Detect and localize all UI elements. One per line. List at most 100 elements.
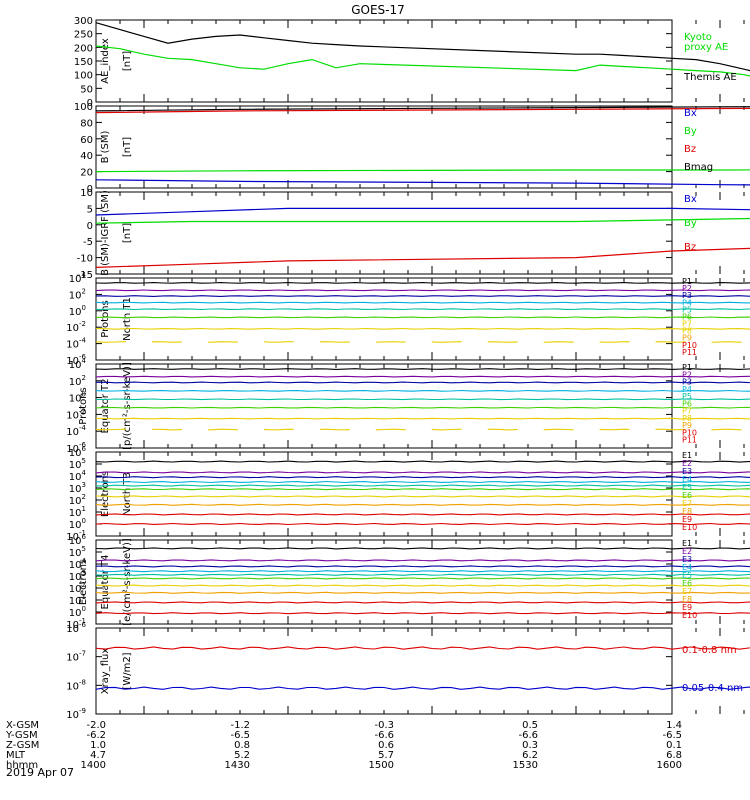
series-label: E7 xyxy=(682,499,692,508)
y-tick-label: 102 xyxy=(69,287,86,301)
plot-title: GOES-17 xyxy=(351,3,405,17)
y-axis-label: Protons Equator T2 [p/(cm²-s-sr-keV)] xyxy=(78,362,133,450)
ephemeris-value: 0.6 xyxy=(378,740,394,751)
y-tick-label: 10-4 xyxy=(66,424,86,438)
series-line-e9 xyxy=(95,513,750,516)
series-line-e5 xyxy=(96,484,750,487)
y-tick-label: 10-2 xyxy=(66,320,86,334)
legend-entry: Bx xyxy=(684,108,697,119)
ephemeris-value: -1.2 xyxy=(230,720,250,731)
legend-entry: By xyxy=(684,218,697,229)
series-line-e7 xyxy=(95,584,750,587)
series-label: P10 xyxy=(682,428,697,437)
series-line-p6 xyxy=(95,406,750,409)
series-label: P11 xyxy=(682,436,697,445)
series-label: E3 xyxy=(682,555,692,564)
series-line-p8 xyxy=(95,341,750,343)
panel-0: 0 50 100 150 200 250 300 AE_index [nT] Kyotoproxy… xyxy=(74,16,750,109)
series-line-bmag xyxy=(95,106,750,112)
series-label: 0.1-0.8 nm xyxy=(682,645,737,656)
y-tick-label: 10-6 xyxy=(66,621,86,635)
series-label: P5 xyxy=(682,392,692,401)
y-tick-label: 10-4 xyxy=(66,337,86,351)
y-axis-label: Protons North T1 xyxy=(100,297,133,341)
series-label: P5 xyxy=(682,305,692,314)
ephemeris-value: 0.5 xyxy=(522,720,538,731)
series-label: E7 xyxy=(682,587,692,596)
ephemeris-value: -0.3 xyxy=(374,720,394,731)
ephemeris-value: -6.5 xyxy=(230,730,250,741)
y-tick-label: -5 xyxy=(83,237,93,248)
y-tick-label: 10 xyxy=(80,188,93,199)
series-line-e1 xyxy=(95,460,750,463)
y-tick-label: 80 xyxy=(80,118,93,129)
series-line-e6 xyxy=(95,488,750,491)
series-line-e10 xyxy=(95,522,750,526)
series-label: P4 xyxy=(682,298,692,307)
series-label: P11 xyxy=(682,348,697,357)
panel-frame xyxy=(95,539,673,625)
ephemeris-value: 5.7 xyxy=(378,750,394,761)
y-tick-label: 102 xyxy=(69,374,86,388)
series-label: E3 xyxy=(682,467,692,476)
y-tick-label: 10-7 xyxy=(66,650,86,664)
y-tick-label: -15 xyxy=(77,270,93,281)
ephemeris-value: -6.6 xyxy=(518,730,538,741)
series-line-p5 xyxy=(96,398,750,401)
y-tick-label: 0 xyxy=(87,184,93,195)
ephemeris-value: 1530 xyxy=(513,760,538,771)
series-label: P8 xyxy=(682,327,692,336)
series-line-0-05-0-4-nm xyxy=(95,686,750,690)
series-label: E1 xyxy=(682,539,692,548)
panel-frame xyxy=(95,627,673,715)
series-line-e3 xyxy=(95,476,750,479)
series-line-bz xyxy=(95,247,750,268)
series-label: P1 xyxy=(682,363,692,372)
y-tick-label: 100 xyxy=(74,71,93,82)
series-label: P9 xyxy=(682,421,692,430)
series-label: E1 xyxy=(682,451,692,460)
panel-7: 10-9 10-8 10-7 10-6 Xray_flux [W/m2] 0.1-0.8 n… xyxy=(66,621,750,721)
ephemeris-value: 4.7 xyxy=(90,750,106,761)
ephemeris-value: 0.1 xyxy=(666,740,682,751)
series-line-e2 xyxy=(95,559,750,562)
series-label: E6 xyxy=(682,579,692,588)
series-label: 0.05-0.4 nm xyxy=(682,683,743,694)
legend-entry: Kyoto xyxy=(684,32,712,43)
series-line-p4 xyxy=(95,389,750,392)
legend-entry: Bmag xyxy=(684,162,713,173)
series-line-p7 xyxy=(95,417,750,420)
series-label: E4 xyxy=(682,475,692,484)
y-tick-label: 104 xyxy=(69,271,87,285)
ephemeris-value: 1500 xyxy=(369,760,394,771)
y-tick-label: 250 xyxy=(74,30,93,41)
y-axis-label: Electrons North T3 xyxy=(100,471,133,517)
y-tick-label: 0 xyxy=(87,98,93,109)
ephemeris-label: MLT xyxy=(6,750,26,761)
y-tick-label: 104 xyxy=(69,357,87,371)
panel-frame xyxy=(95,19,673,103)
series-line-by xyxy=(95,217,750,224)
series-line-e9 xyxy=(95,601,750,604)
series-line-e1 xyxy=(95,547,750,550)
y-axis-label: B (SM)-IGRF (SM) [nT] xyxy=(100,190,133,276)
series-label: P10 xyxy=(682,341,697,350)
series-label: P6 xyxy=(682,399,692,408)
y-tick-label: 5 xyxy=(87,204,93,215)
series-line-p1 xyxy=(95,282,750,284)
ephemeris-value: -6.2 xyxy=(86,730,106,741)
series-line-e10 xyxy=(95,612,750,615)
y-tick-label: 40 xyxy=(80,151,93,162)
series-label: P2 xyxy=(682,370,692,379)
ephemeris-value: 6.2 xyxy=(522,750,538,761)
y-tick-label: 100 xyxy=(69,304,86,318)
ephemeris-value: 0.3 xyxy=(522,740,538,751)
y-axis-label: B (SM) [nT] xyxy=(100,130,133,163)
y-axis-label: Electrons Equator T4 [e/(cm²-s-sr-keV)] xyxy=(78,538,133,626)
legend-entry: Bz xyxy=(684,242,696,253)
series-line-e3 xyxy=(95,565,750,568)
series-label: P6 xyxy=(682,312,692,321)
